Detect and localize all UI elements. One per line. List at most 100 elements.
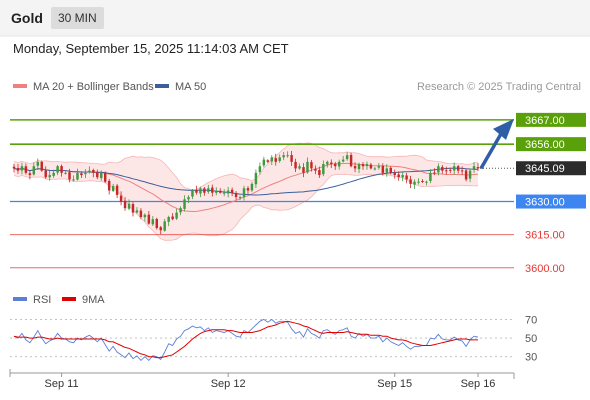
candle-body xyxy=(207,188,210,192)
candle-body xyxy=(468,170,472,179)
candle-body xyxy=(254,172,258,185)
candle-body xyxy=(405,175,408,180)
candle-body xyxy=(123,200,127,209)
level-tag-0 xyxy=(516,112,586,127)
candle-body xyxy=(195,190,198,193)
candle-body xyxy=(215,190,218,193)
candle-body xyxy=(449,169,452,171)
candle-body xyxy=(369,164,373,169)
candle-body xyxy=(349,154,353,167)
candle-body xyxy=(389,167,392,173)
x-tick-label-0: Sep 11 xyxy=(45,378,79,390)
candle-body xyxy=(107,180,111,191)
x-tick-label-3: Sep 16 xyxy=(461,378,496,390)
candle-body xyxy=(377,166,381,168)
candle-body xyxy=(310,162,313,169)
candle-body xyxy=(270,157,274,162)
legend-swatch-ma20 xyxy=(13,84,27,88)
candle-body xyxy=(452,166,456,171)
candle-body xyxy=(155,218,158,229)
candle-body xyxy=(302,167,305,173)
timeframe-button[interactable]: 30 MIN xyxy=(51,7,104,29)
candle-body xyxy=(262,159,266,166)
rsi-tick-label-2: 30 xyxy=(525,352,537,364)
candle-body xyxy=(266,160,270,162)
candle-body xyxy=(397,174,400,178)
candle-body xyxy=(88,170,91,173)
candle-body xyxy=(393,173,396,176)
candle-body xyxy=(345,155,349,160)
candle-body xyxy=(163,221,166,231)
candle-body xyxy=(401,175,404,178)
candle-body xyxy=(40,161,43,171)
candle-body xyxy=(250,183,254,191)
legend-swatch-9ma xyxy=(62,297,76,301)
legend-swatch-rsi xyxy=(13,297,27,301)
candle-body xyxy=(151,219,155,225)
candle-body xyxy=(298,166,301,169)
candle-body xyxy=(92,169,95,173)
datetime-label: Monday, September 15, 2025 11:14:03 AM C… xyxy=(13,41,289,56)
attribution-label: Research © 2025 Trading Central xyxy=(417,81,581,93)
candle-body xyxy=(100,172,103,179)
x-tick-label-1: Sep 12 xyxy=(211,378,246,390)
candle-body xyxy=(68,172,71,180)
candle-body xyxy=(56,166,59,173)
candle-body xyxy=(385,168,389,173)
candle-body xyxy=(84,172,87,175)
candle-body xyxy=(381,166,385,173)
candle-body xyxy=(44,170,47,178)
candle-body xyxy=(318,170,321,176)
level-label-2: 3630.00 xyxy=(525,197,565,209)
ma50-line xyxy=(13,167,479,196)
candle-body xyxy=(290,155,293,162)
candle-body xyxy=(12,166,16,169)
candle-body xyxy=(191,190,194,197)
candle-body xyxy=(175,212,178,219)
candle-body xyxy=(72,179,75,181)
level-label-3: 3615.00 xyxy=(525,230,565,242)
level-tag-2 xyxy=(516,194,586,209)
candle-body xyxy=(48,175,51,178)
candle-body xyxy=(361,164,365,167)
candle-body xyxy=(203,188,206,193)
rsi-tick-label-0: 70 xyxy=(525,314,537,326)
candle-body xyxy=(433,172,436,174)
x-tick-label-2: Sep 15 xyxy=(377,378,412,390)
candle-body xyxy=(183,199,186,209)
candle-body xyxy=(337,161,341,167)
candle-body xyxy=(417,181,420,183)
instrument-title: Gold xyxy=(11,10,43,26)
candle-body xyxy=(278,157,281,161)
candle-body xyxy=(135,210,139,213)
candle-body xyxy=(199,188,202,194)
candle-body xyxy=(187,197,190,200)
candle-body xyxy=(167,216,170,222)
legend-swatch-ma50 xyxy=(155,84,169,88)
bollinger-upper-line xyxy=(13,142,479,191)
candle-body xyxy=(171,216,174,220)
candle-body xyxy=(294,161,297,169)
candle-body xyxy=(234,193,238,198)
candle-body xyxy=(127,203,131,209)
candle-body xyxy=(16,168,20,171)
header-bar: Gold 30 MIN xyxy=(0,0,590,36)
rsi-ma9-line xyxy=(13,320,478,359)
candle-body xyxy=(52,172,55,176)
candle-body xyxy=(36,161,40,166)
candle-body xyxy=(425,181,428,183)
candle-body xyxy=(274,158,277,162)
candle-body xyxy=(429,172,432,181)
candle-body xyxy=(143,214,147,218)
candle-body xyxy=(80,173,83,176)
candle-body xyxy=(119,195,123,202)
candle-body xyxy=(326,161,329,165)
candle-body xyxy=(437,166,440,173)
candle-body xyxy=(222,192,226,194)
candle-body xyxy=(60,166,63,173)
candle-body xyxy=(456,166,460,171)
candle-body xyxy=(413,181,416,185)
candle-body xyxy=(159,227,162,231)
legend-label-rsi: RSI xyxy=(33,294,51,306)
forecast-arrow-line xyxy=(479,132,503,170)
